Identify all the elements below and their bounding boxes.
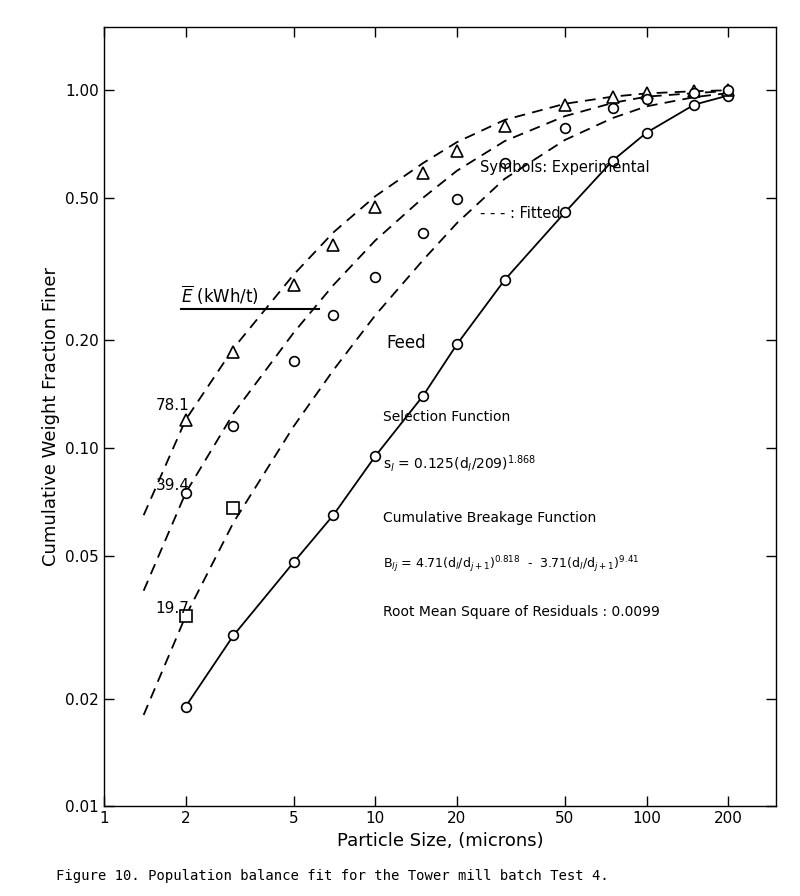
Text: s$_{l}$ = 0.125(d$_{l}$/209)$^{1.868}$: s$_{l}$ = 0.125(d$_{l}$/209)$^{1.868}$: [383, 452, 536, 474]
Text: Figure 10. Population balance fit for the Tower mill batch Test 4.: Figure 10. Population balance fit for th…: [56, 868, 609, 883]
Y-axis label: Cumulative Weight Fraction Finer: Cumulative Weight Fraction Finer: [42, 267, 60, 566]
Text: Selection Function: Selection Function: [383, 409, 510, 424]
Text: Cumulative Breakage Function: Cumulative Breakage Function: [383, 511, 596, 525]
Text: Symbols: Experimental: Symbols: Experimental: [480, 159, 650, 175]
X-axis label: Particle Size, (microns): Particle Size, (microns): [337, 831, 543, 849]
Text: B$_{lj}$ = 4.71(d$_{l}$/d$_{j+1}$)$^{0.818}$  -  3.71(d$_{l}$/d$_{j+1}$)$^{9.41}: B$_{lj}$ = 4.71(d$_{l}$/d$_{j+1}$)$^{0.8…: [383, 555, 639, 575]
Text: Feed: Feed: [386, 334, 426, 352]
Text: Root Mean Square of Residuals : 0.0099: Root Mean Square of Residuals : 0.0099: [383, 605, 660, 618]
Text: - - - : Fitted: - - - : Fitted: [480, 206, 561, 221]
Text: 78.1: 78.1: [156, 399, 190, 413]
Text: $\overline{E}$ (kWh/t): $\overline{E}$ (kWh/t): [182, 284, 259, 307]
Text: 19.7: 19.7: [156, 601, 190, 616]
Text: 39.4: 39.4: [156, 478, 190, 493]
